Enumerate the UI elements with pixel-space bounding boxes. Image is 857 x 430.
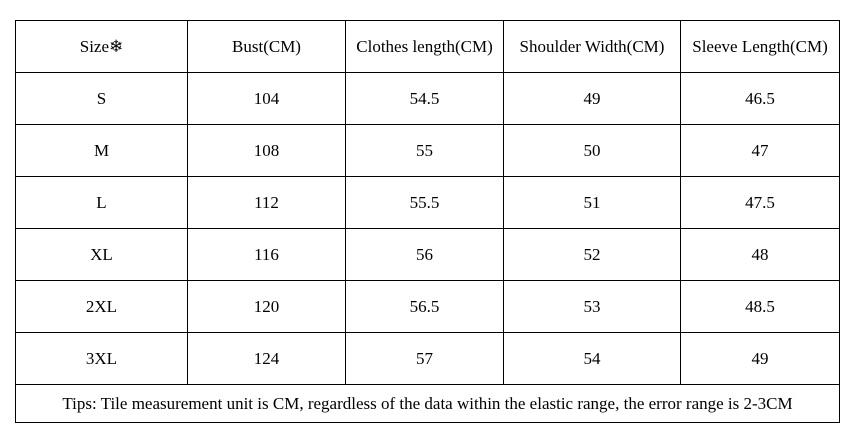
table-cell: 56	[345, 228, 504, 281]
table-cell: 48	[680, 228, 840, 281]
table-cell: 54	[503, 332, 681, 385]
table-cell: 48.5	[680, 280, 840, 333]
table-row: 3XL 124 57 54 49	[15, 332, 840, 385]
header-cell: Bust(CM)	[187, 20, 346, 73]
table-row: M 108 55 50 47	[15, 124, 840, 177]
table-cell: 55.5	[345, 176, 504, 229]
table-cell: 47	[680, 124, 840, 177]
table-cell: 53	[503, 280, 681, 333]
size-table: Size❄ Bust(CM) Clothes length(CM) Shoulder …	[15, 20, 840, 423]
footer-row: Tips: Tile measurement unit is CM, regar…	[15, 384, 840, 423]
table-cell: 108	[187, 124, 346, 177]
header-cell: Clothes length(CM)	[345, 20, 504, 73]
table-cell: 124	[187, 332, 346, 385]
table-cell: 3XL	[15, 332, 188, 385]
table-cell: 46.5	[680, 72, 840, 125]
table-cell: 50	[503, 124, 681, 177]
header-cell: Size❄	[15, 20, 188, 73]
table-cell: 112	[187, 176, 346, 229]
table-cell: S	[15, 72, 188, 125]
table-body: Size❄ Bust(CM) Clothes length(CM) Shoulder …	[15, 20, 840, 423]
table-cell: 51	[503, 176, 681, 229]
table-cell: 54.5	[345, 72, 504, 125]
table-cell: 55	[345, 124, 504, 177]
table-row: S 104 54.5 49 46.5	[15, 72, 840, 125]
table-cell: 49	[680, 332, 840, 385]
table-row: XL 116 56 52 48	[15, 228, 840, 281]
table-cell: 49	[503, 72, 681, 125]
footer-note: Tips: Tile measurement unit is CM, regar…	[15, 384, 840, 423]
table-row: L 112 55.5 51 47.5	[15, 176, 840, 229]
table-cell: M	[15, 124, 188, 177]
table-cell: 104	[187, 72, 346, 125]
table-cell: 57	[345, 332, 504, 385]
table-row: 2XL 120 56.5 53 48.5	[15, 280, 840, 333]
table-cell: 52	[503, 228, 681, 281]
table-cell: L	[15, 176, 188, 229]
table-cell: 116	[187, 228, 346, 281]
header-cell: Sleeve Length(CM)	[680, 20, 840, 73]
table-cell: 47.5	[680, 176, 840, 229]
table-cell: 120	[187, 280, 346, 333]
table-cell: 56.5	[345, 280, 504, 333]
header-row: Size❄ Bust(CM) Clothes length(CM) Shoulder …	[15, 20, 840, 73]
header-cell: Shoulder Width(CM)	[503, 20, 681, 73]
table-cell: 2XL	[15, 280, 188, 333]
table-cell: XL	[15, 228, 188, 281]
